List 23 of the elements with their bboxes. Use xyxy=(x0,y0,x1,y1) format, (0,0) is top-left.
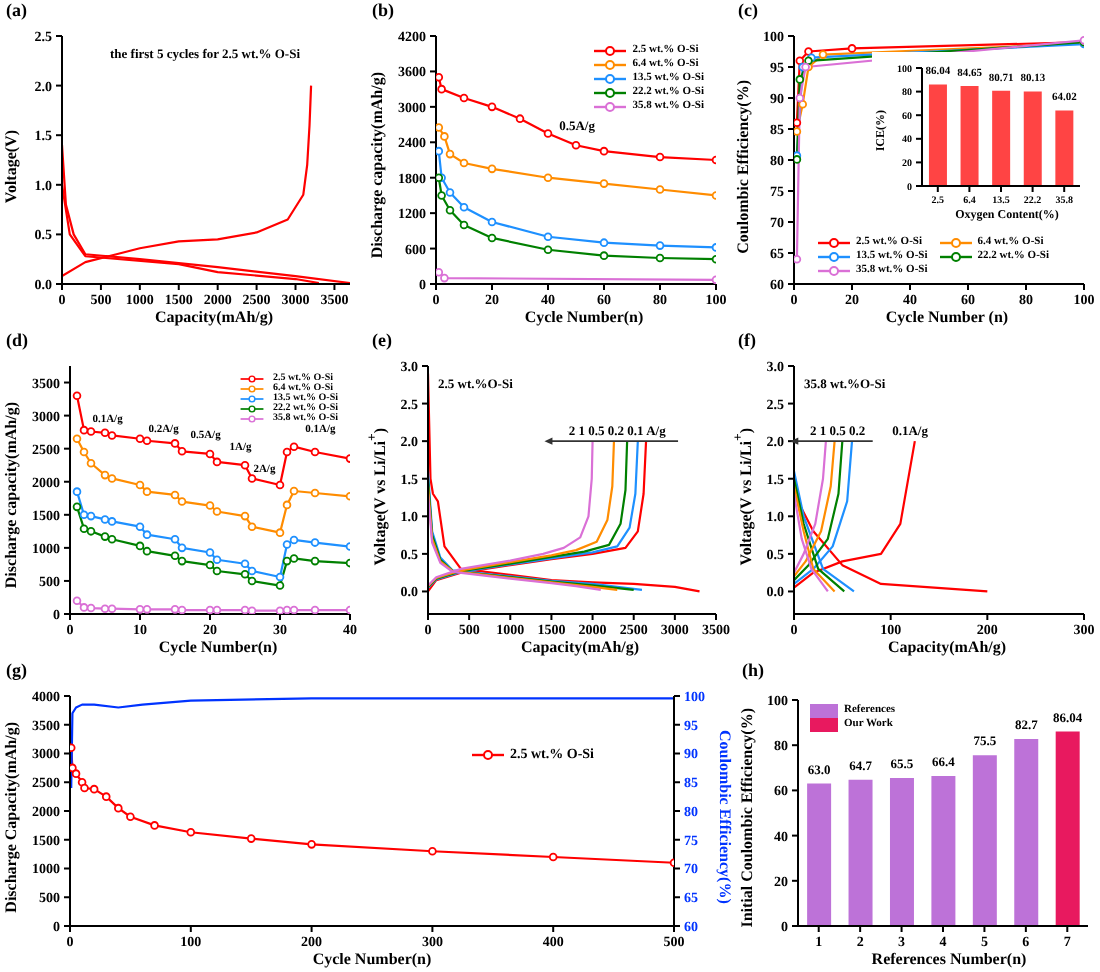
x-axis-title: Capacity(mAh/g) xyxy=(152,308,276,330)
chart-title: (g) xyxy=(6,660,27,680)
chart-title: (f) xyxy=(738,330,756,350)
chart-title: (h) xyxy=(742,660,764,680)
x-axis-title: Capacity(mAh/g) xyxy=(885,638,1009,660)
y-axis-title: Discharge capacity(mAh/g) xyxy=(368,72,386,260)
x-axis-title: References Number(n) xyxy=(869,950,1029,972)
x-axis-title: Cycle Number (n) xyxy=(883,308,1011,330)
x-axis-title: Cycle Number(n) xyxy=(522,308,646,330)
chart-title: (e) xyxy=(372,330,392,350)
y2-axis-title: Coulombic Efficiency(%) xyxy=(716,730,734,904)
y-axis-title: Initial Coulombic Efficiency(%) xyxy=(738,707,756,927)
chart-title: (b) xyxy=(372,0,394,20)
y-axis-title: Discharge capacity(mAh/g) xyxy=(2,402,20,590)
y-axis-title: Voltage(V) xyxy=(2,129,20,203)
chart-title: (a) xyxy=(6,0,27,20)
y-axis-title: Coulombic Efficiency(%) xyxy=(734,79,752,253)
x-axis-title: Cycle Number(n) xyxy=(156,638,280,660)
x-axis-title: Capacity(mAh/g) xyxy=(518,638,642,660)
chart-title: (c) xyxy=(738,0,758,20)
y-axis-title: Discharge Capacity(mAh/g) xyxy=(2,721,20,913)
x-axis-title: Cycle Number(n) xyxy=(310,950,434,972)
chart-title: (d) xyxy=(6,330,28,350)
